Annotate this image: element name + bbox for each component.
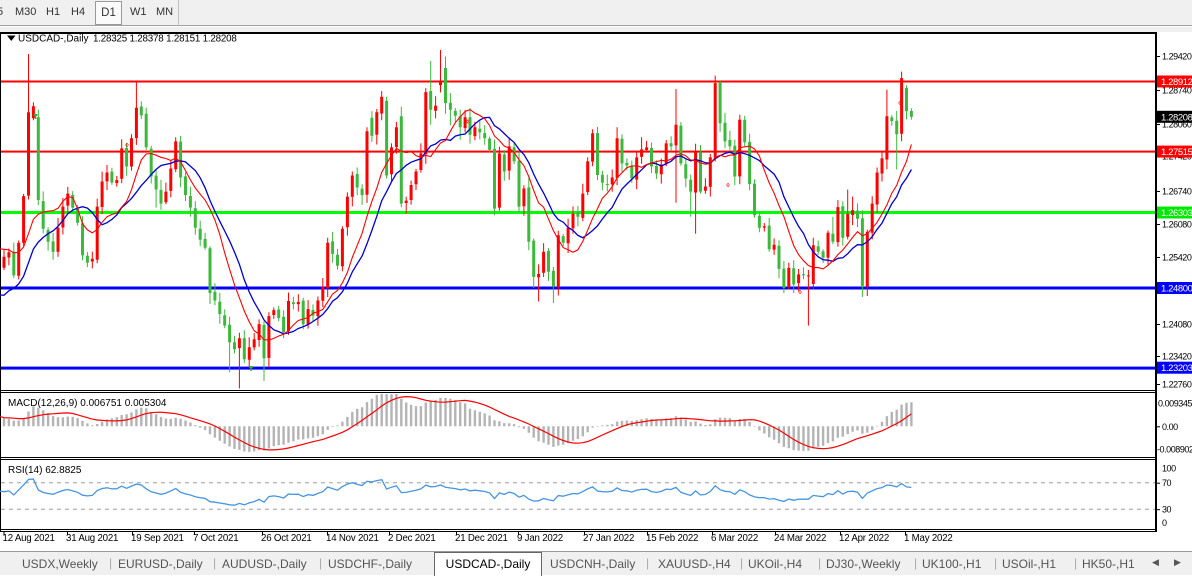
svg-text:-0.008902: -0.008902 bbox=[1157, 445, 1192, 455]
svg-text:1.22760: 1.22760 bbox=[1162, 380, 1192, 390]
svg-text:0.009345: 0.009345 bbox=[1158, 399, 1192, 409]
svg-text:30: 30 bbox=[1162, 505, 1172, 515]
svg-text:1.26303: 1.26303 bbox=[1161, 208, 1192, 219]
svg-text:7 Oct 2021: 7 Oct 2021 bbox=[193, 533, 238, 544]
svg-text:1.28740: 1.28740 bbox=[1162, 86, 1192, 96]
svg-text:1.28325 1.28378 1.28151 1.2820: 1.28325 1.28378 1.28151 1.28208 bbox=[93, 34, 237, 45]
svg-text:14 Nov 2021: 14 Nov 2021 bbox=[326, 533, 379, 544]
svg-text:USDCAD-,Daily: USDCAD-,Daily bbox=[18, 34, 89, 45]
svg-text:12 Apr 2022: 12 Apr 2022 bbox=[839, 533, 889, 544]
svg-text:26 Oct 2021: 26 Oct 2021 bbox=[261, 533, 312, 544]
svg-text:1.28912: 1.28912 bbox=[1161, 77, 1192, 88]
svg-text:31 Aug 2021: 31 Aug 2021 bbox=[66, 533, 118, 544]
svg-text:27 Jan 2022: 27 Jan 2022 bbox=[583, 533, 634, 544]
svg-text:1.27515: 1.27515 bbox=[1161, 147, 1192, 158]
svg-text:1.28060: 1.28060 bbox=[1162, 120, 1192, 130]
svg-text:1.26080: 1.26080 bbox=[1162, 220, 1192, 230]
svg-text:1.26740: 1.26740 bbox=[1162, 187, 1192, 197]
svg-text:70: 70 bbox=[1162, 478, 1172, 488]
svg-text:100: 100 bbox=[1162, 464, 1176, 474]
svg-text:1.24080: 1.24080 bbox=[1162, 320, 1192, 330]
svg-text:1.29420: 1.29420 bbox=[1162, 52, 1192, 62]
svg-text:1.28208: 1.28208 bbox=[1161, 112, 1192, 123]
svg-text:9 Jan 2022: 9 Jan 2022 bbox=[517, 533, 563, 544]
svg-text:MACD(12,26,9) 0.006751 0.00530: MACD(12,26,9) 0.006751 0.005304 bbox=[8, 398, 167, 409]
svg-text:1.25420: 1.25420 bbox=[1162, 253, 1192, 263]
svg-text:24 Mar 2022: 24 Mar 2022 bbox=[774, 533, 826, 544]
svg-text:0: 0 bbox=[1162, 518, 1167, 528]
svg-text:1 May 2022: 1 May 2022 bbox=[904, 533, 953, 544]
svg-text:RSI(14) 62.8825: RSI(14) 62.8825 bbox=[8, 465, 82, 476]
svg-text:12 Aug 2021: 12 Aug 2021 bbox=[3, 533, 55, 544]
svg-text:1.23420: 1.23420 bbox=[1162, 352, 1192, 362]
svg-text:1.24800: 1.24800 bbox=[1161, 284, 1192, 295]
svg-text:1.23203: 1.23203 bbox=[1161, 363, 1192, 374]
svg-text:2 Dec 2021: 2 Dec 2021 bbox=[388, 533, 436, 544]
svg-text:15 Feb 2022: 15 Feb 2022 bbox=[646, 533, 698, 544]
svg-text:6 Mar 2022: 6 Mar 2022 bbox=[711, 533, 758, 544]
svg-text:0.00: 0.00 bbox=[1162, 422, 1178, 432]
svg-text:21 Dec 2021: 21 Dec 2021 bbox=[455, 533, 508, 544]
svg-text:19 Sep 2021: 19 Sep 2021 bbox=[131, 533, 184, 544]
